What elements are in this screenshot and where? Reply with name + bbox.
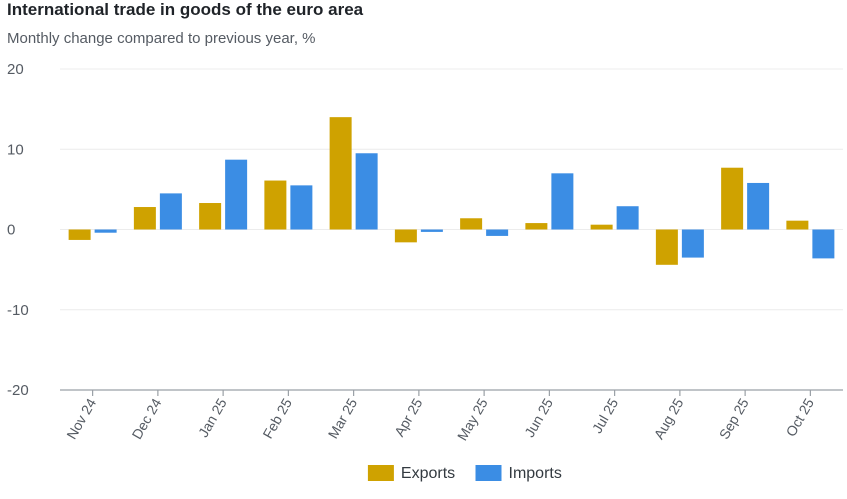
chart-title: International trade in goods of the euro… — [7, 0, 364, 19]
bar-exports-jan-25 — [199, 203, 222, 230]
bar-imports-apr-25 — [420, 229, 443, 232]
bar-imports-sep-25 — [747, 182, 770, 230]
bar-imports-aug-25 — [681, 229, 704, 258]
chart-subtitle: Monthly change compared to previous year… — [7, 30, 316, 47]
gridlines — [60, 68, 843, 311]
bar-exports-sep-25 — [721, 167, 744, 230]
bar-imports-may-25 — [486, 229, 509, 236]
legend-swatch-imports — [475, 465, 502, 481]
bar-exports-may-25 — [460, 218, 483, 230]
bar-imports-jan-25 — [225, 159, 248, 230]
bar-imports-oct-25 — [812, 229, 835, 259]
x-tick-label: May 25 — [454, 395, 491, 443]
y-tick-label: 20 — [7, 61, 24, 78]
bar-exports-jun-25 — [525, 223, 548, 230]
bar-exports-nov-24 — [68, 229, 91, 240]
bar-exports-oct-25 — [786, 220, 809, 230]
x-tick-label: Mar 25 — [325, 395, 361, 441]
y-tick-label: -10 — [7, 302, 29, 319]
x-tick-label: Jan 25 — [195, 395, 230, 440]
bars — [68, 117, 835, 265]
x-tick-label: Jun 25 — [521, 395, 556, 440]
x-tick-label: Jul 25 — [589, 395, 622, 436]
x-tick-label: Dec 24 — [128, 395, 164, 442]
bar-imports-nov-24 — [94, 229, 117, 233]
x-tick-label: Apr 25 — [391, 395, 426, 439]
x-tick-label: Aug 25 — [650, 395, 686, 442]
bar-exports-mar-25 — [329, 117, 352, 230]
y-tick-label: 0 — [7, 222, 15, 239]
y-tick-label: -20 — [7, 382, 29, 399]
legend: Exports Imports — [367, 465, 562, 482]
legend-label-imports: Imports — [509, 465, 562, 482]
x-tick-label: Oct 25 — [782, 395, 817, 439]
x-tick-label: Feb 25 — [259, 395, 295, 441]
bar-imports-jul-25 — [616, 206, 639, 230]
x-tick-label: Nov 24 — [63, 395, 99, 442]
bar-exports-feb-25 — [264, 180, 287, 230]
bar-imports-feb-25 — [290, 185, 313, 230]
x-axis-ticks: Nov 24 Dec 24 Jan 25 Feb 25 Mar 25 Apr 25 May … — [63, 395, 817, 443]
bar-exports-apr-25 — [394, 229, 417, 243]
bar-exports-dec-24 — [133, 207, 156, 230]
x-tick-label: Sep 25 — [716, 395, 752, 442]
bar-exports-aug-25 — [655, 229, 678, 265]
legend-label-exports: Exports — [401, 465, 455, 482]
bar-imports-jun-25 — [551, 173, 574, 230]
bar-imports-mar-25 — [355, 153, 378, 230]
legend-swatch-exports — [367, 465, 394, 481]
bar-exports-jul-25 — [590, 224, 613, 230]
bar-imports-dec-24 — [159, 193, 182, 230]
y-tick-label: 10 — [7, 141, 24, 158]
y-axis-ticks: -20 -10 0 10 20 — [7, 61, 29, 399]
x-axis — [60, 389, 843, 396]
